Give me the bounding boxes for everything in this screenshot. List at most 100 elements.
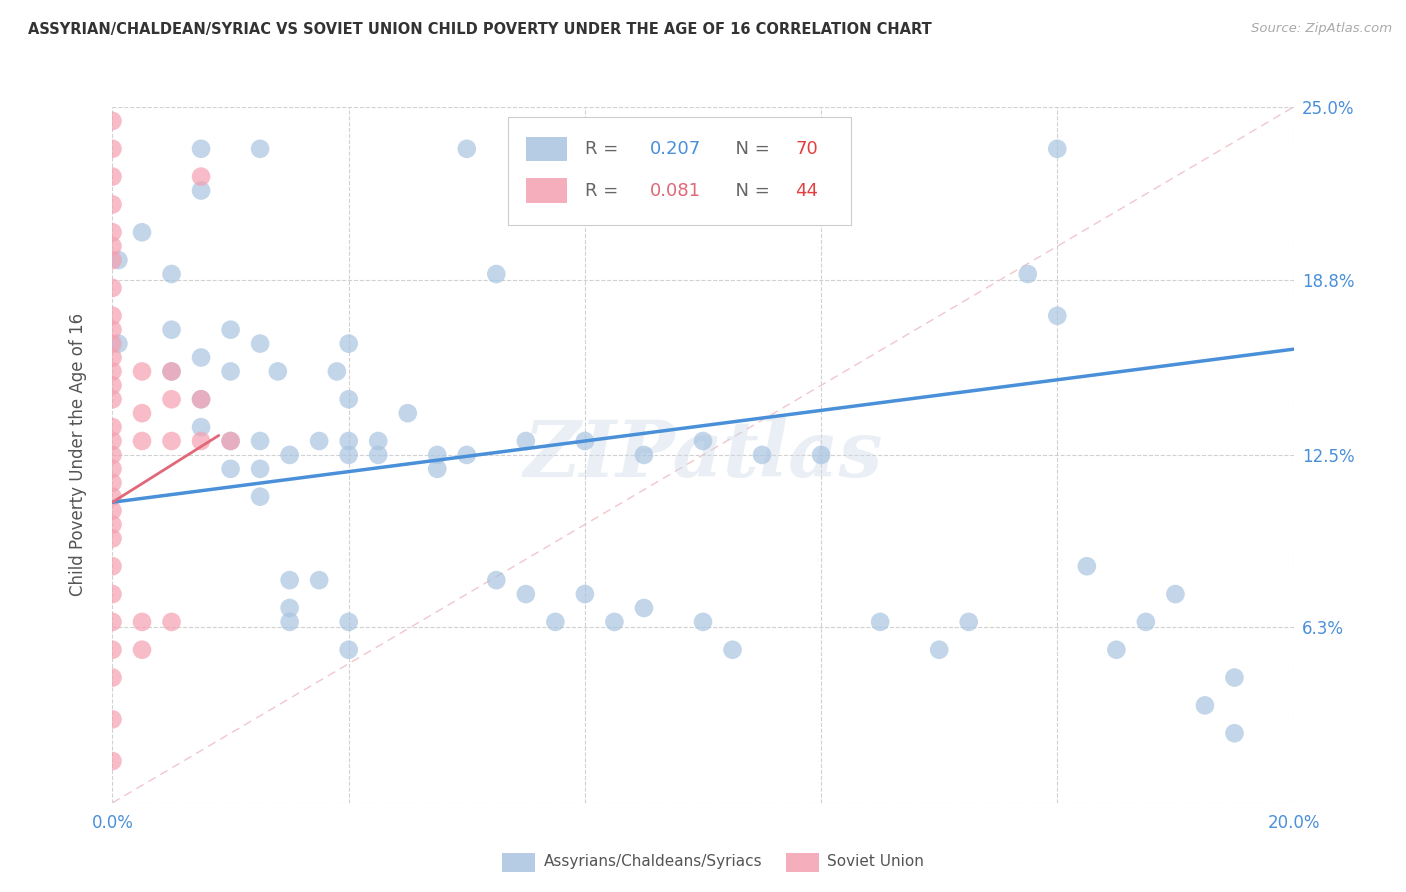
Point xyxy=(101,754,124,768)
Point xyxy=(101,336,124,351)
Point xyxy=(131,434,153,448)
Point xyxy=(337,392,360,407)
Point xyxy=(131,642,153,657)
Point xyxy=(101,392,124,407)
Point xyxy=(190,184,212,198)
Y-axis label: Child Poverty Under the Age of 16: Child Poverty Under the Age of 16 xyxy=(69,313,87,597)
Point xyxy=(367,434,389,448)
Point xyxy=(278,615,301,629)
Point xyxy=(101,142,124,156)
Point xyxy=(131,615,153,629)
Text: 44: 44 xyxy=(796,182,818,200)
Point xyxy=(131,406,153,420)
Point xyxy=(101,239,124,253)
Point xyxy=(308,573,330,587)
Point xyxy=(751,448,773,462)
Point xyxy=(1223,671,1246,685)
Point xyxy=(160,267,183,281)
Bar xyxy=(526,136,567,161)
Point xyxy=(426,462,449,476)
Point xyxy=(190,169,212,184)
Point xyxy=(101,281,124,295)
Point xyxy=(249,434,271,448)
Point xyxy=(101,114,124,128)
Point xyxy=(101,309,124,323)
Text: 0.207: 0.207 xyxy=(650,140,702,158)
FancyBboxPatch shape xyxy=(508,118,851,226)
Point xyxy=(101,364,124,378)
Point xyxy=(1135,615,1157,629)
Point xyxy=(101,225,124,239)
Point xyxy=(515,197,537,211)
Point xyxy=(131,225,153,239)
Point xyxy=(160,615,183,629)
Bar xyxy=(502,853,536,872)
Point xyxy=(928,642,950,657)
Point xyxy=(326,364,349,378)
Point xyxy=(190,434,212,448)
Point xyxy=(574,587,596,601)
Text: Source: ZipAtlas.com: Source: ZipAtlas.com xyxy=(1251,22,1392,36)
Point xyxy=(249,462,271,476)
Point xyxy=(515,587,537,601)
Point xyxy=(190,392,212,407)
Point xyxy=(603,615,626,629)
Point xyxy=(515,434,537,448)
Point xyxy=(485,267,508,281)
Point xyxy=(101,253,124,268)
Point xyxy=(249,336,271,351)
Point xyxy=(107,336,129,351)
Point xyxy=(633,448,655,462)
Point xyxy=(101,712,124,726)
Text: ASSYRIAN/CHALDEAN/SYRIAC VS SOVIET UNION CHILD POVERTY UNDER THE AGE OF 16 CORRE: ASSYRIAN/CHALDEAN/SYRIAC VS SOVIET UNION… xyxy=(28,22,932,37)
Text: N =: N = xyxy=(724,140,776,158)
Point xyxy=(396,406,419,420)
Point xyxy=(219,434,242,448)
Point xyxy=(101,420,124,434)
Point xyxy=(957,615,980,629)
Point xyxy=(160,323,183,337)
Bar xyxy=(526,178,567,202)
Bar xyxy=(786,853,818,872)
Point xyxy=(190,351,212,365)
Point xyxy=(219,462,242,476)
Point xyxy=(101,559,124,574)
Point xyxy=(249,490,271,504)
Point xyxy=(1017,267,1039,281)
Text: R =: R = xyxy=(585,182,624,200)
Text: 0.081: 0.081 xyxy=(650,182,700,200)
Text: ZIPatlas: ZIPatlas xyxy=(523,417,883,493)
Point xyxy=(1046,142,1069,156)
Point xyxy=(219,323,242,337)
Point xyxy=(101,434,124,448)
Point xyxy=(101,169,124,184)
Point xyxy=(692,434,714,448)
Point xyxy=(101,503,124,517)
Point xyxy=(278,448,301,462)
Point xyxy=(190,142,212,156)
Point xyxy=(1223,726,1246,740)
Point xyxy=(337,336,360,351)
Point xyxy=(190,392,212,407)
Point xyxy=(101,532,124,546)
Text: Assyrians/Chaldeans/Syriacs: Assyrians/Chaldeans/Syriacs xyxy=(544,855,762,870)
Point xyxy=(101,351,124,365)
Point xyxy=(367,448,389,462)
Point xyxy=(101,378,124,392)
Point xyxy=(308,434,330,448)
Point xyxy=(107,253,129,268)
Text: 70: 70 xyxy=(796,140,818,158)
Point xyxy=(426,448,449,462)
Point xyxy=(1164,587,1187,601)
Point xyxy=(219,364,242,378)
Point xyxy=(337,434,360,448)
Point xyxy=(456,142,478,156)
Point xyxy=(485,573,508,587)
Point xyxy=(337,448,360,462)
Point xyxy=(1194,698,1216,713)
Point xyxy=(1076,559,1098,574)
Point xyxy=(101,448,124,462)
Text: N =: N = xyxy=(724,182,776,200)
Point xyxy=(544,615,567,629)
Point xyxy=(337,642,360,657)
